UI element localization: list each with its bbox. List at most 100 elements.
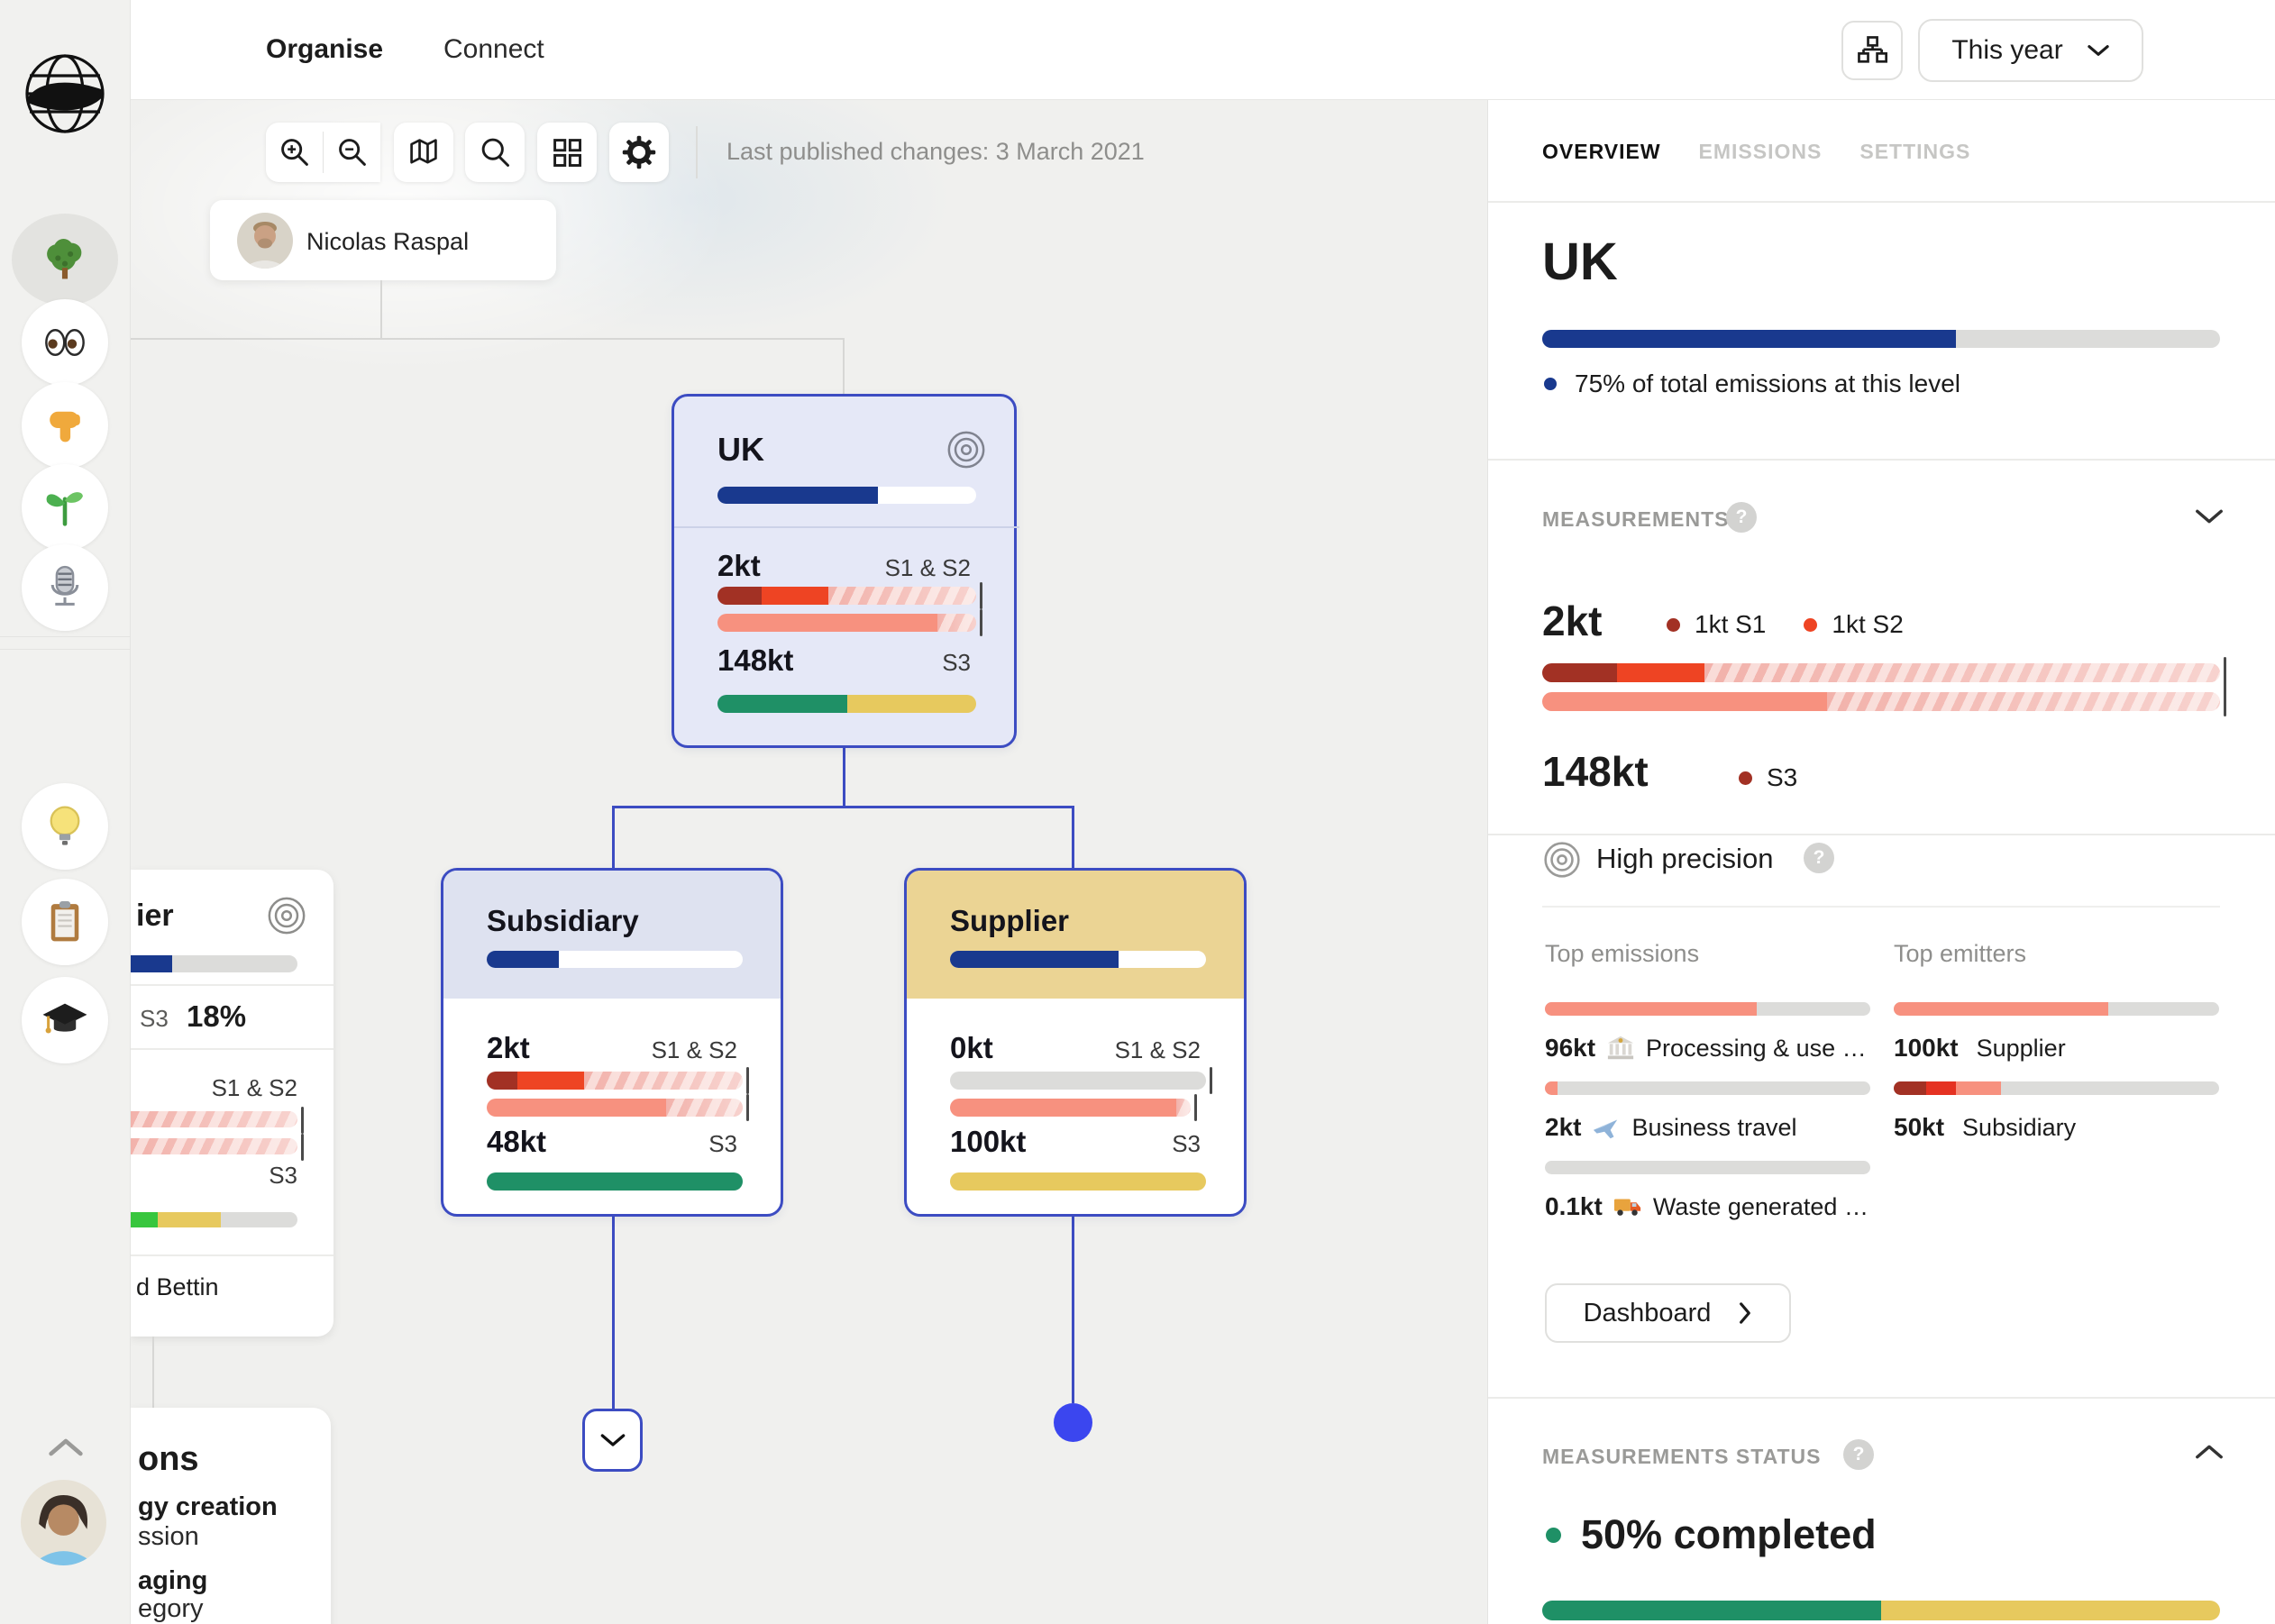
actions-card-partial[interactable]: ons gy creation ssion aging egory bbox=[131, 1408, 331, 1624]
toolbar-divider bbox=[696, 126, 698, 178]
period-selector[interactable]: This year bbox=[1918, 19, 2143, 82]
period-selector-label: This year bbox=[1951, 35, 2063, 65]
sidebar-item-point-down[interactable] bbox=[22, 382, 108, 469]
org-node-partial[interactable]: ier S3 18% S1 & S2 S3 bbox=[131, 870, 333, 1337]
org-node-subsidiary[interactable]: Subsidiary 2kt S1 & S2 bbox=[441, 868, 783, 1217]
s12-value: 2kt bbox=[487, 1031, 530, 1064]
eyes-icon bbox=[41, 319, 88, 366]
emission-row[interactable]: 0.1kt Waste generated in o… bbox=[1545, 1192, 1870, 1221]
user-card-name: Nicolas Raspal bbox=[306, 228, 470, 255]
target-icon bbox=[1542, 840, 1582, 880]
s12-label: S1 & S2 bbox=[884, 554, 971, 581]
tab-emissions[interactable]: EMISSIONS bbox=[1698, 140, 1823, 163]
collapse-status[interactable] bbox=[2194, 1443, 2225, 1461]
leaf-node-dot[interactable] bbox=[1054, 1403, 1092, 1442]
org-chart-canvas[interactable]: Last published changes: 3 March 2021 Nic… bbox=[131, 100, 1487, 1624]
chevron-down-icon bbox=[2194, 507, 2225, 525]
collapse-measurements[interactable] bbox=[2194, 507, 2225, 525]
microphone-icon bbox=[41, 564, 88, 611]
sidebar-item-microphone[interactable] bbox=[22, 544, 108, 631]
zoom-in-icon bbox=[278, 135, 312, 169]
status-dot bbox=[1546, 1527, 1561, 1543]
user-card[interactable]: Nicolas Raspal bbox=[210, 200, 556, 280]
emitter-row[interactable]: 100kt Supplier bbox=[1894, 1034, 2066, 1062]
s2-dot bbox=[1804, 617, 1818, 632]
tab-settings[interactable]: SETTINGS bbox=[1859, 140, 1971, 163]
sidebar-item-eyes[interactable] bbox=[22, 299, 108, 386]
s1-legend: 1kt S1 bbox=[1695, 610, 1767, 638]
org-node-uk[interactable]: UK 2kt S1 & S2 bbox=[672, 394, 1019, 748]
emitter-row[interactable]: 50kt Subsidiary bbox=[1894, 1113, 2077, 1141]
help-icon[interactable]: ? bbox=[1804, 843, 1834, 873]
user-avatar[interactable] bbox=[21, 1480, 106, 1565]
s12-estimated-bar bbox=[717, 614, 976, 632]
map-view-button[interactable] bbox=[394, 123, 453, 182]
bar-end-tick bbox=[301, 1107, 304, 1134]
sidebar bbox=[0, 0, 131, 1624]
chevron-up-icon bbox=[47, 1437, 85, 1458]
truck-icon bbox=[1613, 1192, 1642, 1221]
org-chart-view-button[interactable] bbox=[1841, 21, 1903, 80]
sidebar-collapse-chevron[interactable] bbox=[47, 1437, 85, 1458]
s2-legend: 1kt S2 bbox=[1832, 610, 1904, 638]
settings-button[interactable] bbox=[609, 123, 669, 182]
emission-row[interactable]: 96kt Processing & use of s… bbox=[1545, 1034, 1870, 1062]
sidebar-item-clipboard[interactable] bbox=[22, 879, 108, 965]
tab-overview[interactable]: OVERVIEW bbox=[1542, 140, 1661, 163]
emission-bar bbox=[1545, 1161, 1870, 1174]
connector bbox=[380, 280, 382, 338]
s3-total: 148kt bbox=[1542, 748, 1649, 795]
org-node-supplier[interactable]: Supplier 0kt S1 & S2 100kt S3 bbox=[904, 868, 1247, 1217]
search-icon bbox=[478, 135, 512, 169]
status-bar bbox=[1542, 1601, 2220, 1620]
help-icon[interactable]: ? bbox=[1726, 502, 1757, 533]
s12-measured-bar bbox=[487, 1072, 743, 1090]
s12-measured-bar bbox=[1542, 663, 2220, 682]
target-icon bbox=[946, 429, 987, 470]
completion-bar bbox=[717, 487, 976, 504]
s1-dot bbox=[1667, 617, 1680, 632]
s12-label: S1 & S2 bbox=[1114, 1036, 1201, 1063]
card-line-fragment: aging bbox=[138, 1566, 208, 1595]
sidebar-item-graduation-cap[interactable] bbox=[22, 977, 108, 1063]
zoom-in-button[interactable] bbox=[266, 123, 323, 182]
s12-estimated-bar bbox=[950, 1099, 1191, 1117]
s3-label: S3 bbox=[1172, 1130, 1201, 1157]
sidebar-item-tree[interactable] bbox=[22, 216, 108, 303]
top-emissions-heading: Top emissions bbox=[1545, 940, 1700, 967]
nav-tab-connect[interactable]: Connect bbox=[443, 34, 544, 64]
clipboard-icon bbox=[41, 899, 88, 945]
measurements-heading: MEASUREMENTS bbox=[1542, 507, 1730, 531]
sweep-logo[interactable] bbox=[23, 45, 108, 142]
node-title: Subsidiary bbox=[487, 904, 639, 937]
emission-bar bbox=[1545, 1002, 1870, 1016]
lightbulb-icon bbox=[41, 803, 88, 850]
s3-status-bar bbox=[717, 695, 976, 713]
s12-label: S1 & S2 bbox=[211, 1074, 297, 1101]
s3-share-value: 18% bbox=[187, 999, 247, 1033]
level-note: 75% of total emissions at this level bbox=[1575, 370, 1960, 397]
connector bbox=[1072, 806, 1074, 868]
sidebar-item-seedling[interactable] bbox=[22, 464, 108, 551]
search-button[interactable] bbox=[465, 123, 525, 182]
gear-icon bbox=[621, 134, 657, 170]
zoom-out-button[interactable] bbox=[324, 123, 380, 182]
nav-tab-organise[interactable]: Organise bbox=[266, 34, 384, 64]
completion-bar bbox=[950, 951, 1206, 968]
dashboard-button[interactable]: Dashboard bbox=[1545, 1283, 1791, 1343]
grid-view-button[interactable] bbox=[537, 123, 597, 182]
help-icon[interactable]: ? bbox=[1843, 1439, 1874, 1470]
bullet-dot bbox=[1544, 378, 1557, 390]
s12-label: S1 & S2 bbox=[651, 1036, 737, 1063]
bar-end-tick bbox=[2224, 686, 2226, 716]
bar-end-tick bbox=[1210, 1067, 1212, 1094]
emission-row[interactable]: 2kt Business travel bbox=[1545, 1113, 1797, 1141]
connector bbox=[843, 746, 845, 806]
sidebar-item-lightbulb[interactable] bbox=[22, 783, 108, 870]
target-icon bbox=[266, 895, 307, 936]
bar-end-tick bbox=[2224, 657, 2226, 688]
measurements-status-heading: MEASUREMENTS STATUS bbox=[1542, 1445, 1822, 1468]
owner-name-fragment: d Bettin bbox=[136, 1273, 219, 1300]
completion-bar bbox=[487, 951, 743, 968]
expand-children-button[interactable] bbox=[582, 1409, 643, 1472]
